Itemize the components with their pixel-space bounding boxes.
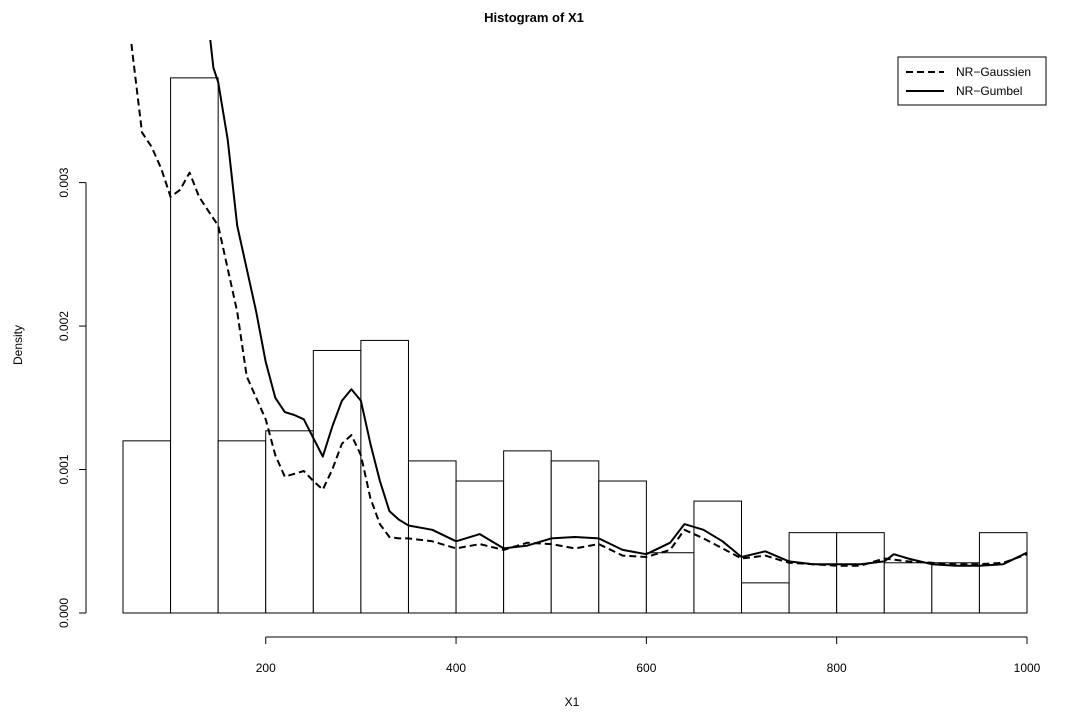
histogram-bar xyxy=(836,532,885,614)
histogram-bar xyxy=(360,339,409,614)
x-axis: 200 400 600 800 1000 xyxy=(256,636,1041,675)
y-tick-label: 0.003 xyxy=(57,167,71,197)
x-tick-label: 600 xyxy=(636,661,656,675)
histogram-bar xyxy=(217,440,267,614)
histogram-bar xyxy=(645,552,695,614)
histogram-bar xyxy=(170,77,219,614)
x-axis-label: X1 xyxy=(565,695,580,709)
x-tick-label: 800 xyxy=(827,661,847,675)
legend: NR−Gaussien NR−Gumbel xyxy=(897,56,1047,106)
histogram-bar xyxy=(503,450,552,614)
y-tick-label: 0.000 xyxy=(57,598,71,628)
density-curves xyxy=(130,40,1028,567)
legend-box xyxy=(897,56,1047,106)
legend-item-gaussien: NR−Gaussien xyxy=(956,65,1031,79)
histogram-bar xyxy=(598,480,647,614)
x-tick-label: 200 xyxy=(256,661,276,675)
y-tick-label: 0.001 xyxy=(57,454,71,484)
chart-title: Histogram of X1 xyxy=(484,10,584,25)
histogram-bar xyxy=(788,532,838,614)
y-axis: 0.000 0.001 0.002 0.003 xyxy=(57,167,87,628)
x-tick-label: 1000 xyxy=(1014,661,1041,675)
histogram-bars xyxy=(122,77,1028,614)
histogram-bar xyxy=(265,430,314,614)
density-curve-solid xyxy=(209,40,1028,567)
x-tick-label: 400 xyxy=(446,661,466,675)
histogram-bar xyxy=(312,349,362,614)
legend-item-gumbel: NR−Gumbel xyxy=(956,84,1022,98)
histogram-bar xyxy=(931,562,980,614)
y-axis-label: Density xyxy=(11,325,25,365)
histogram-bar xyxy=(741,582,790,614)
histogram-bar xyxy=(693,500,743,614)
y-tick-label: 0.002 xyxy=(57,311,71,341)
histogram-bar xyxy=(978,532,1028,614)
histogram-bar xyxy=(883,562,933,614)
histogram-bar xyxy=(122,440,172,614)
